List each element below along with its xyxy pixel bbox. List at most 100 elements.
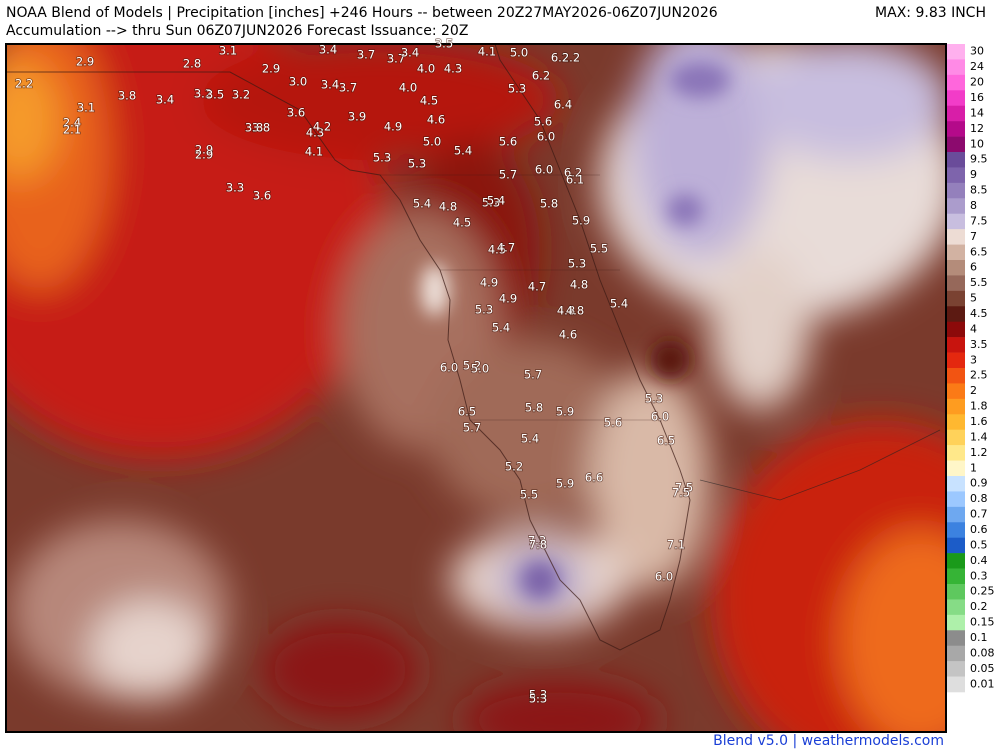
station-value: 7.3 (528, 534, 546, 548)
colorbar-swatch (947, 136, 965, 153)
colorbar-label: 5.5 (970, 276, 988, 289)
station-value: 5.3 (645, 392, 663, 406)
colorbar-label: 6 (970, 261, 977, 274)
colorbar-label: 1.2 (970, 446, 988, 459)
station-value: 5.3 (508, 82, 526, 96)
station-value: 4.7 (497, 241, 515, 255)
station-value: 4.5 (453, 216, 471, 230)
station-value: 6.6 (585, 471, 603, 485)
station-value: 3.1 (219, 44, 237, 58)
footer: Blend v5.0 | weathermodels.com (713, 733, 944, 749)
colorbar-label: 2 (970, 384, 977, 397)
station-value: 4.1 (478, 45, 496, 59)
colorbar-swatch (947, 213, 965, 230)
station-value: 3.7 (387, 52, 405, 66)
station-value: 2.2 (15, 77, 33, 91)
colorbar-swatch (947, 614, 965, 631)
station-value: 3.0 (289, 75, 307, 89)
colorbar-label: 20 (970, 76, 984, 89)
colorbar-label: 16 (970, 91, 984, 104)
station-labels: 2.9 2.8 2.93.1 3.4 3.7 3.73.43.54.1 5.0 6.22.22… (14, 36, 694, 707)
colorbar-swatch (947, 152, 965, 168)
colorbar-swatch (947, 630, 965, 647)
colorbar-label: 0.25 (970, 585, 995, 598)
colorbar-swatch (947, 44, 965, 60)
station-value: 5.3 (408, 157, 426, 171)
station-value: 2.1 (63, 123, 81, 137)
station-value: 7.8 (529, 538, 547, 552)
colorbar-swatch (947, 352, 965, 369)
colorbar-swatch (947, 229, 965, 245)
colorbar-swatch (947, 584, 965, 600)
colorbar-swatch (947, 306, 965, 323)
colorbar-label: 7 (970, 230, 977, 243)
colorbar-swatch (947, 182, 965, 199)
station-value: 3.7 (339, 81, 357, 95)
station-value: 6.4 (554, 98, 572, 112)
station-value: 7.5 (672, 486, 690, 500)
station-value: 4.5 (420, 94, 438, 108)
station-value: 2.8 (183, 57, 201, 71)
colorbar-label: 1 (970, 461, 977, 474)
station-value: 4.6 (427, 113, 445, 127)
colorbar-label: 8.5 (970, 184, 988, 197)
station-value: 6.2 (564, 166, 582, 180)
colorbar-swatch (947, 553, 965, 569)
subtitle: Accumulation --> thru Sun 06Z07JUN2026 F… (6, 23, 468, 39)
station-value: 2.9 (195, 143, 213, 157)
station-value: 3.4 (401, 46, 419, 60)
station-value: 5.3 (568, 257, 586, 271)
station-value: 3.7 (357, 48, 375, 62)
station-value: 5.4 (487, 194, 505, 208)
station-value: 4.0 (399, 81, 417, 95)
max-label: MAX: 9.83 INCH (875, 5, 986, 21)
station-value: 6.0 (537, 130, 555, 144)
station-value: 3.4 (156, 93, 174, 107)
colorbar-label: 2.5 (970, 369, 988, 382)
station-value: 7.1 (667, 538, 685, 552)
station-value: 3.4 (319, 43, 337, 57)
station-value: 4.8 (570, 278, 588, 292)
station-value: 5.3 (529, 688, 547, 702)
station-value: 3.6 (287, 106, 305, 120)
station-value: 4.1 (305, 145, 323, 159)
station-value: 2.2 (562, 51, 580, 65)
colorbar-swatch (947, 321, 965, 338)
station-value: 5.2 (505, 460, 523, 474)
station-value: 6.2 (532, 69, 550, 83)
colorbar-label: 9 (970, 168, 977, 181)
station-value: 5.3 (373, 151, 391, 165)
colorbar-swatch (947, 522, 965, 539)
station-value: 3.8 (245, 121, 263, 135)
colorbar-swatch (947, 661, 965, 677)
colorbar-swatch (947, 460, 965, 477)
station-value: 2.9 (76, 55, 94, 69)
station-value: 5.8 (540, 197, 558, 211)
colorbar-swatch (947, 74, 965, 91)
station-value: 5.6 (499, 135, 517, 149)
colorbar-swatch (947, 537, 965, 554)
colorbar-swatch (947, 429, 965, 446)
station-value: 6.0 (651, 410, 669, 424)
title: NOAA Blend of Models | Precipitation [in… (6, 5, 718, 21)
station-value: 5.5 (590, 242, 608, 256)
station-value: 6.5 (458, 405, 476, 419)
station-value: 6.0 (535, 163, 553, 177)
station-value: 5.9 (556, 477, 574, 491)
colorbar-label: 8 (970, 199, 977, 212)
station-value: 5.6 (534, 115, 552, 129)
station-value: 4.9 (384, 120, 402, 134)
station-value: 2.9 (262, 62, 280, 76)
colorbar-swatch (947, 398, 965, 415)
colorbar-swatch (947, 121, 965, 137)
colorbar-label: 5 (970, 292, 977, 305)
station-value: 4.8 (566, 304, 584, 318)
station-value: 5.8 (525, 401, 543, 415)
colorbar-swatch (947, 290, 965, 307)
colorbar: 302420161412109.598.587.576.565.554.543.… (947, 44, 995, 693)
station-value: 3.5 (435, 37, 453, 51)
colorbar-label: 0.9 (970, 477, 988, 490)
colorbar-swatch (947, 167, 965, 184)
colorbar-swatch (947, 275, 965, 292)
